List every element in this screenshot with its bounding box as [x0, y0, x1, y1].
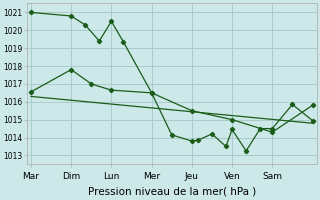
X-axis label: Pression niveau de la mer( hPa ): Pression niveau de la mer( hPa ): [88, 187, 256, 197]
